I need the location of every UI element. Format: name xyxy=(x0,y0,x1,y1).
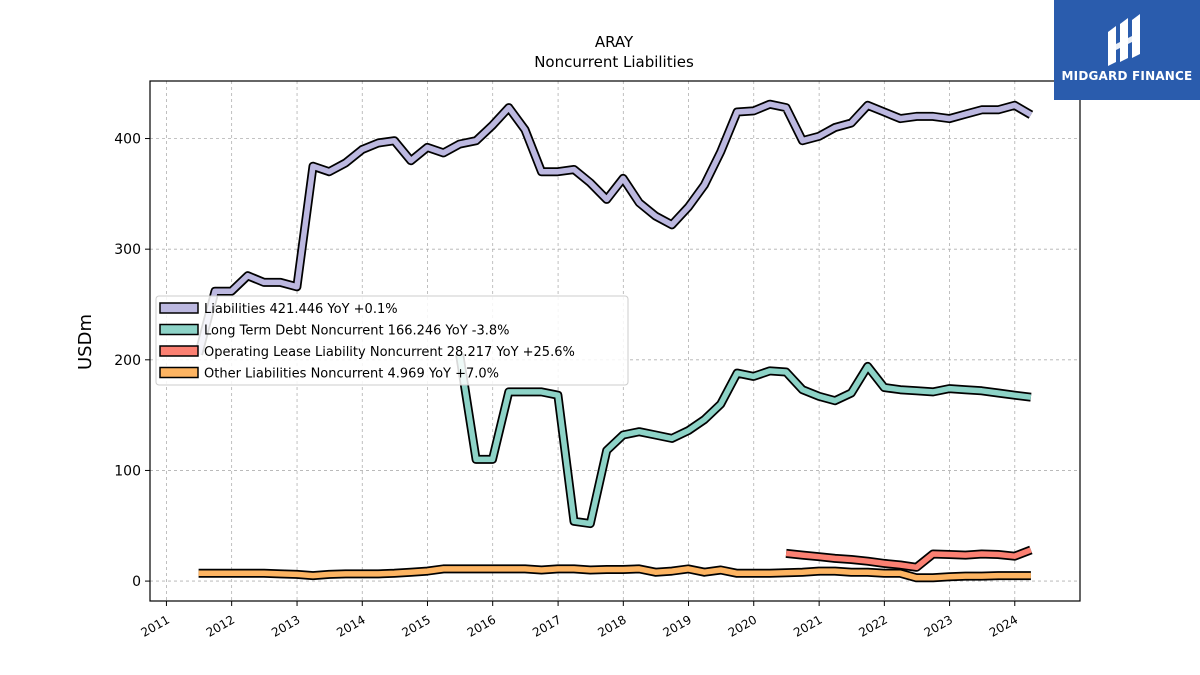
x-tick-label: 2014 xyxy=(334,612,367,639)
plot-frame xyxy=(149,80,1081,602)
brand-logo: MIDGARD FINANCE xyxy=(1054,0,1200,100)
x-tick-label: 2022 xyxy=(856,612,889,639)
legend-label: Operating Lease Liability Noncurrent 28.… xyxy=(204,345,575,360)
legend-box xyxy=(155,295,629,386)
legend-label: Other Liabilities Noncurrent 4.969 YoY +… xyxy=(204,367,499,382)
legend-swatch xyxy=(159,366,199,379)
brand-name: MIDGARD FINANCE xyxy=(1061,69,1193,83)
legend-swatch xyxy=(159,302,199,314)
x-tick-label: 2023 xyxy=(922,612,955,639)
series-line-other-liabilities-noncurrent xyxy=(198,566,1031,581)
x-tick-label: 2011 xyxy=(138,612,171,639)
x-tick-label: 2017 xyxy=(530,612,563,639)
legend-swatch xyxy=(159,323,199,336)
legend: Liabilities 421.446 YoY +0.1% Long Term D… xyxy=(155,295,629,386)
x-tick-label: 2015 xyxy=(400,612,433,639)
y-axis-label: USDm xyxy=(75,314,96,370)
x-tick-label: 2012 xyxy=(204,612,237,639)
x-tick-label: 2020 xyxy=(726,612,759,639)
chart-subtitle: Noncurrent Liabilities xyxy=(534,53,694,71)
series-line-liabilities xyxy=(195,101,1033,355)
legend-label: Long Term Debt Noncurrent 166.246 YoY -3… xyxy=(204,324,510,339)
y-tick-label: 400 xyxy=(114,132,141,148)
x-axis: 2011 2012 2013 2014 2015 2016 2017 2018 2019 2020… xyxy=(138,601,1020,640)
x-tick-label: 2018 xyxy=(595,612,628,639)
grid xyxy=(150,81,1080,601)
x-tick-label: 2016 xyxy=(465,612,498,639)
x-tick-label: 2024 xyxy=(987,612,1020,639)
x-tick-label: 2019 xyxy=(661,612,694,639)
x-tick-label: 2013 xyxy=(269,612,302,639)
series-layer xyxy=(194,99,1034,583)
chart-title: ARAY xyxy=(595,33,634,51)
y-tick-label: 300 xyxy=(114,242,141,258)
legend-swatch xyxy=(159,345,199,357)
series-line-operating-lease-liability-noncurrent xyxy=(785,547,1032,571)
y-tick-label: 100 xyxy=(114,463,141,479)
midgard-monogram-icon xyxy=(1108,14,1140,66)
series-line-long-term-debt-noncurrent xyxy=(456,353,1032,527)
x-tick-label: 2021 xyxy=(791,612,824,639)
y-tick-label: 0 xyxy=(132,574,141,590)
legend-label: Liabilities 421.446 YoY +0.1% xyxy=(204,302,398,317)
y-axis: 0 100 200 300 400 xyxy=(114,132,150,590)
y-tick-label: 200 xyxy=(114,353,141,369)
